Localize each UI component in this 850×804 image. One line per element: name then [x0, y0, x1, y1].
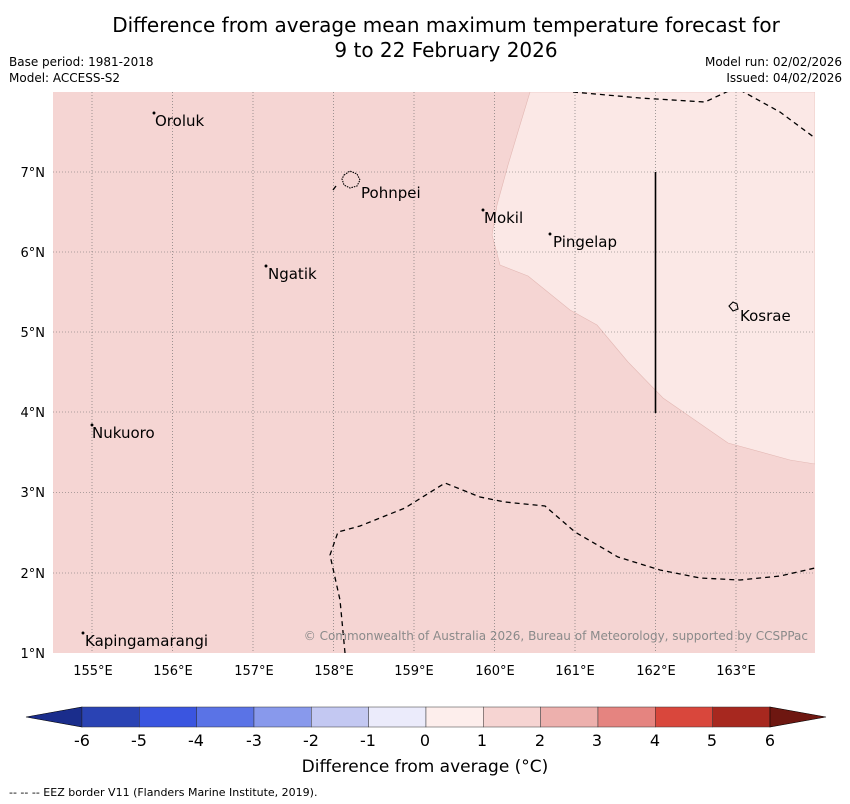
- colorbar-box: [311, 706, 369, 728]
- place-label-mokil: Mokil: [484, 209, 523, 227]
- colorbar: -6 -5 -4 -3 -2 -1 0 1 2 3 4 5 6: [25, 706, 827, 750]
- page-title: Difference from average mean maximum tem…: [0, 13, 850, 63]
- eez-borders: [329, 92, 815, 653]
- islands: [81, 111, 739, 635]
- colorbar-box: [196, 706, 255, 728]
- colorbar-tick-2: 2: [535, 731, 545, 750]
- lon-label-155e: 155°E: [73, 664, 113, 679]
- eez-border-north: [572, 92, 815, 139]
- lon-label-163e: 163°E: [716, 664, 756, 679]
- base-period: Base period: 1981-2018: [9, 55, 154, 69]
- gridlines: [53, 92, 815, 653]
- colorbar-tick-1: 1: [477, 731, 487, 750]
- colorbar-box: [81, 706, 140, 728]
- copyright-notice: © Commonwealth of Australia 2026, Bureau…: [304, 629, 808, 643]
- title-line-2: 9 to 22 February 2026: [334, 38, 558, 62]
- colorbar-arrow-high: [769, 706, 827, 728]
- colorbar-box: [483, 706, 541, 728]
- place-label-ngatik: Ngatik: [268, 265, 317, 283]
- colorbar-boxes: [25, 706, 827, 728]
- lon-label-162e: 162°E: [636, 664, 676, 679]
- mokil-atoll: [481, 208, 485, 212]
- colorbar-box: [253, 706, 312, 728]
- lat-label-5n: 5°N: [21, 326, 46, 341]
- colorbar-box: [368, 706, 427, 728]
- oroluk-atoll: [152, 111, 156, 115]
- lon-label-159e: 159°E: [394, 664, 434, 679]
- colorbar-box: [712, 706, 771, 728]
- lat-label-4n: 4°N: [21, 406, 46, 421]
- forecast-map: Oroluk Pohnpei Mokil Pingelap Ngatik Kos…: [21, 92, 815, 679]
- colorbar-box: [655, 706, 713, 728]
- lon-label-160e: 160°E: [475, 664, 515, 679]
- colorbar-tick-4: 4: [650, 731, 660, 750]
- lon-label-158e: 158°E: [314, 664, 354, 679]
- meta-right: Model run: 02/02/2026 Issued: 04/02/2026: [705, 54, 842, 86]
- meta-left: Base period: 1981-2018 Model: ACCESS-S2: [9, 54, 154, 86]
- lon-label-156e: 156°E: [153, 664, 193, 679]
- place-label-pohnpei: Pohnpei: [361, 184, 421, 202]
- place-label-pingelap: Pingelap: [553, 233, 617, 251]
- lat-label-7n: 7°N: [21, 166, 46, 181]
- colorbar-tick-m5: -5: [131, 731, 147, 750]
- colorbar-tick-m2: -2: [303, 731, 319, 750]
- colorbar-arrow-low: [25, 706, 83, 728]
- colorbar-box: [139, 706, 197, 728]
- pingelap-atoll: [548, 232, 552, 236]
- lon-label-161e: 161°E: [555, 664, 595, 679]
- colorbar-tick-m6: -6: [74, 731, 90, 750]
- anomaly-band-0-1: [491, 92, 815, 465]
- issued-date: Issued: 04/02/2026: [726, 71, 842, 85]
- colorbar-box: [597, 706, 656, 728]
- place-label-kapingamarangi: Kapingamarangi: [85, 632, 208, 650]
- lat-label-2n: 2°N: [21, 567, 46, 582]
- eez-border-south: [329, 482, 815, 653]
- model-name: Model: ACCESS-S2: [9, 71, 121, 85]
- colorbar-ticks: -6 -5 -4 -3 -2 -1 0 1 2 3 4 5 6: [74, 731, 775, 750]
- colorbar-label: Difference from average (°C): [301, 757, 549, 777]
- lon-label-157e: 157°E: [234, 664, 274, 679]
- colorbar-tick-m3: -3: [246, 731, 262, 750]
- colorbar-tick-3: 3: [592, 731, 602, 750]
- place-label-oroluk: Oroluk: [155, 112, 204, 130]
- ngatik-atoll: [264, 264, 268, 268]
- eez-border-pohnpei: [332, 185, 337, 191]
- colorbar-tick-5: 5: [707, 731, 717, 750]
- colorbar-tick-6: 6: [765, 731, 775, 750]
- place-label-nukuoro: Nukuoro: [92, 424, 155, 442]
- colorbar-tick-0: 0: [420, 731, 430, 750]
- eez-footnote: -- -- -- EEZ border V11 (Flanders Marine…: [9, 786, 318, 799]
- kapingamarangi-atoll: [81, 631, 85, 635]
- nukuoro-atoll: [90, 423, 94, 427]
- lat-label-3n: 3°N: [21, 486, 46, 501]
- colorbar-tick-m4: -4: [188, 731, 204, 750]
- colorbar-tick-m1: -1: [360, 731, 376, 750]
- model-run: Model run: 02/02/2026: [704, 55, 842, 69]
- lat-label-6n: 6°N: [21, 246, 46, 261]
- pohnpei-island: [341, 170, 361, 189]
- title-line-1: Difference from average mean maximum tem…: [112, 13, 780, 37]
- place-label-kosrae: Kosrae: [740, 307, 791, 325]
- colorbar-box: [425, 706, 484, 728]
- lat-label-1n: 1°N: [21, 647, 46, 662]
- colorbar-box: [540, 706, 599, 728]
- kosrae-island: [728, 301, 739, 312]
